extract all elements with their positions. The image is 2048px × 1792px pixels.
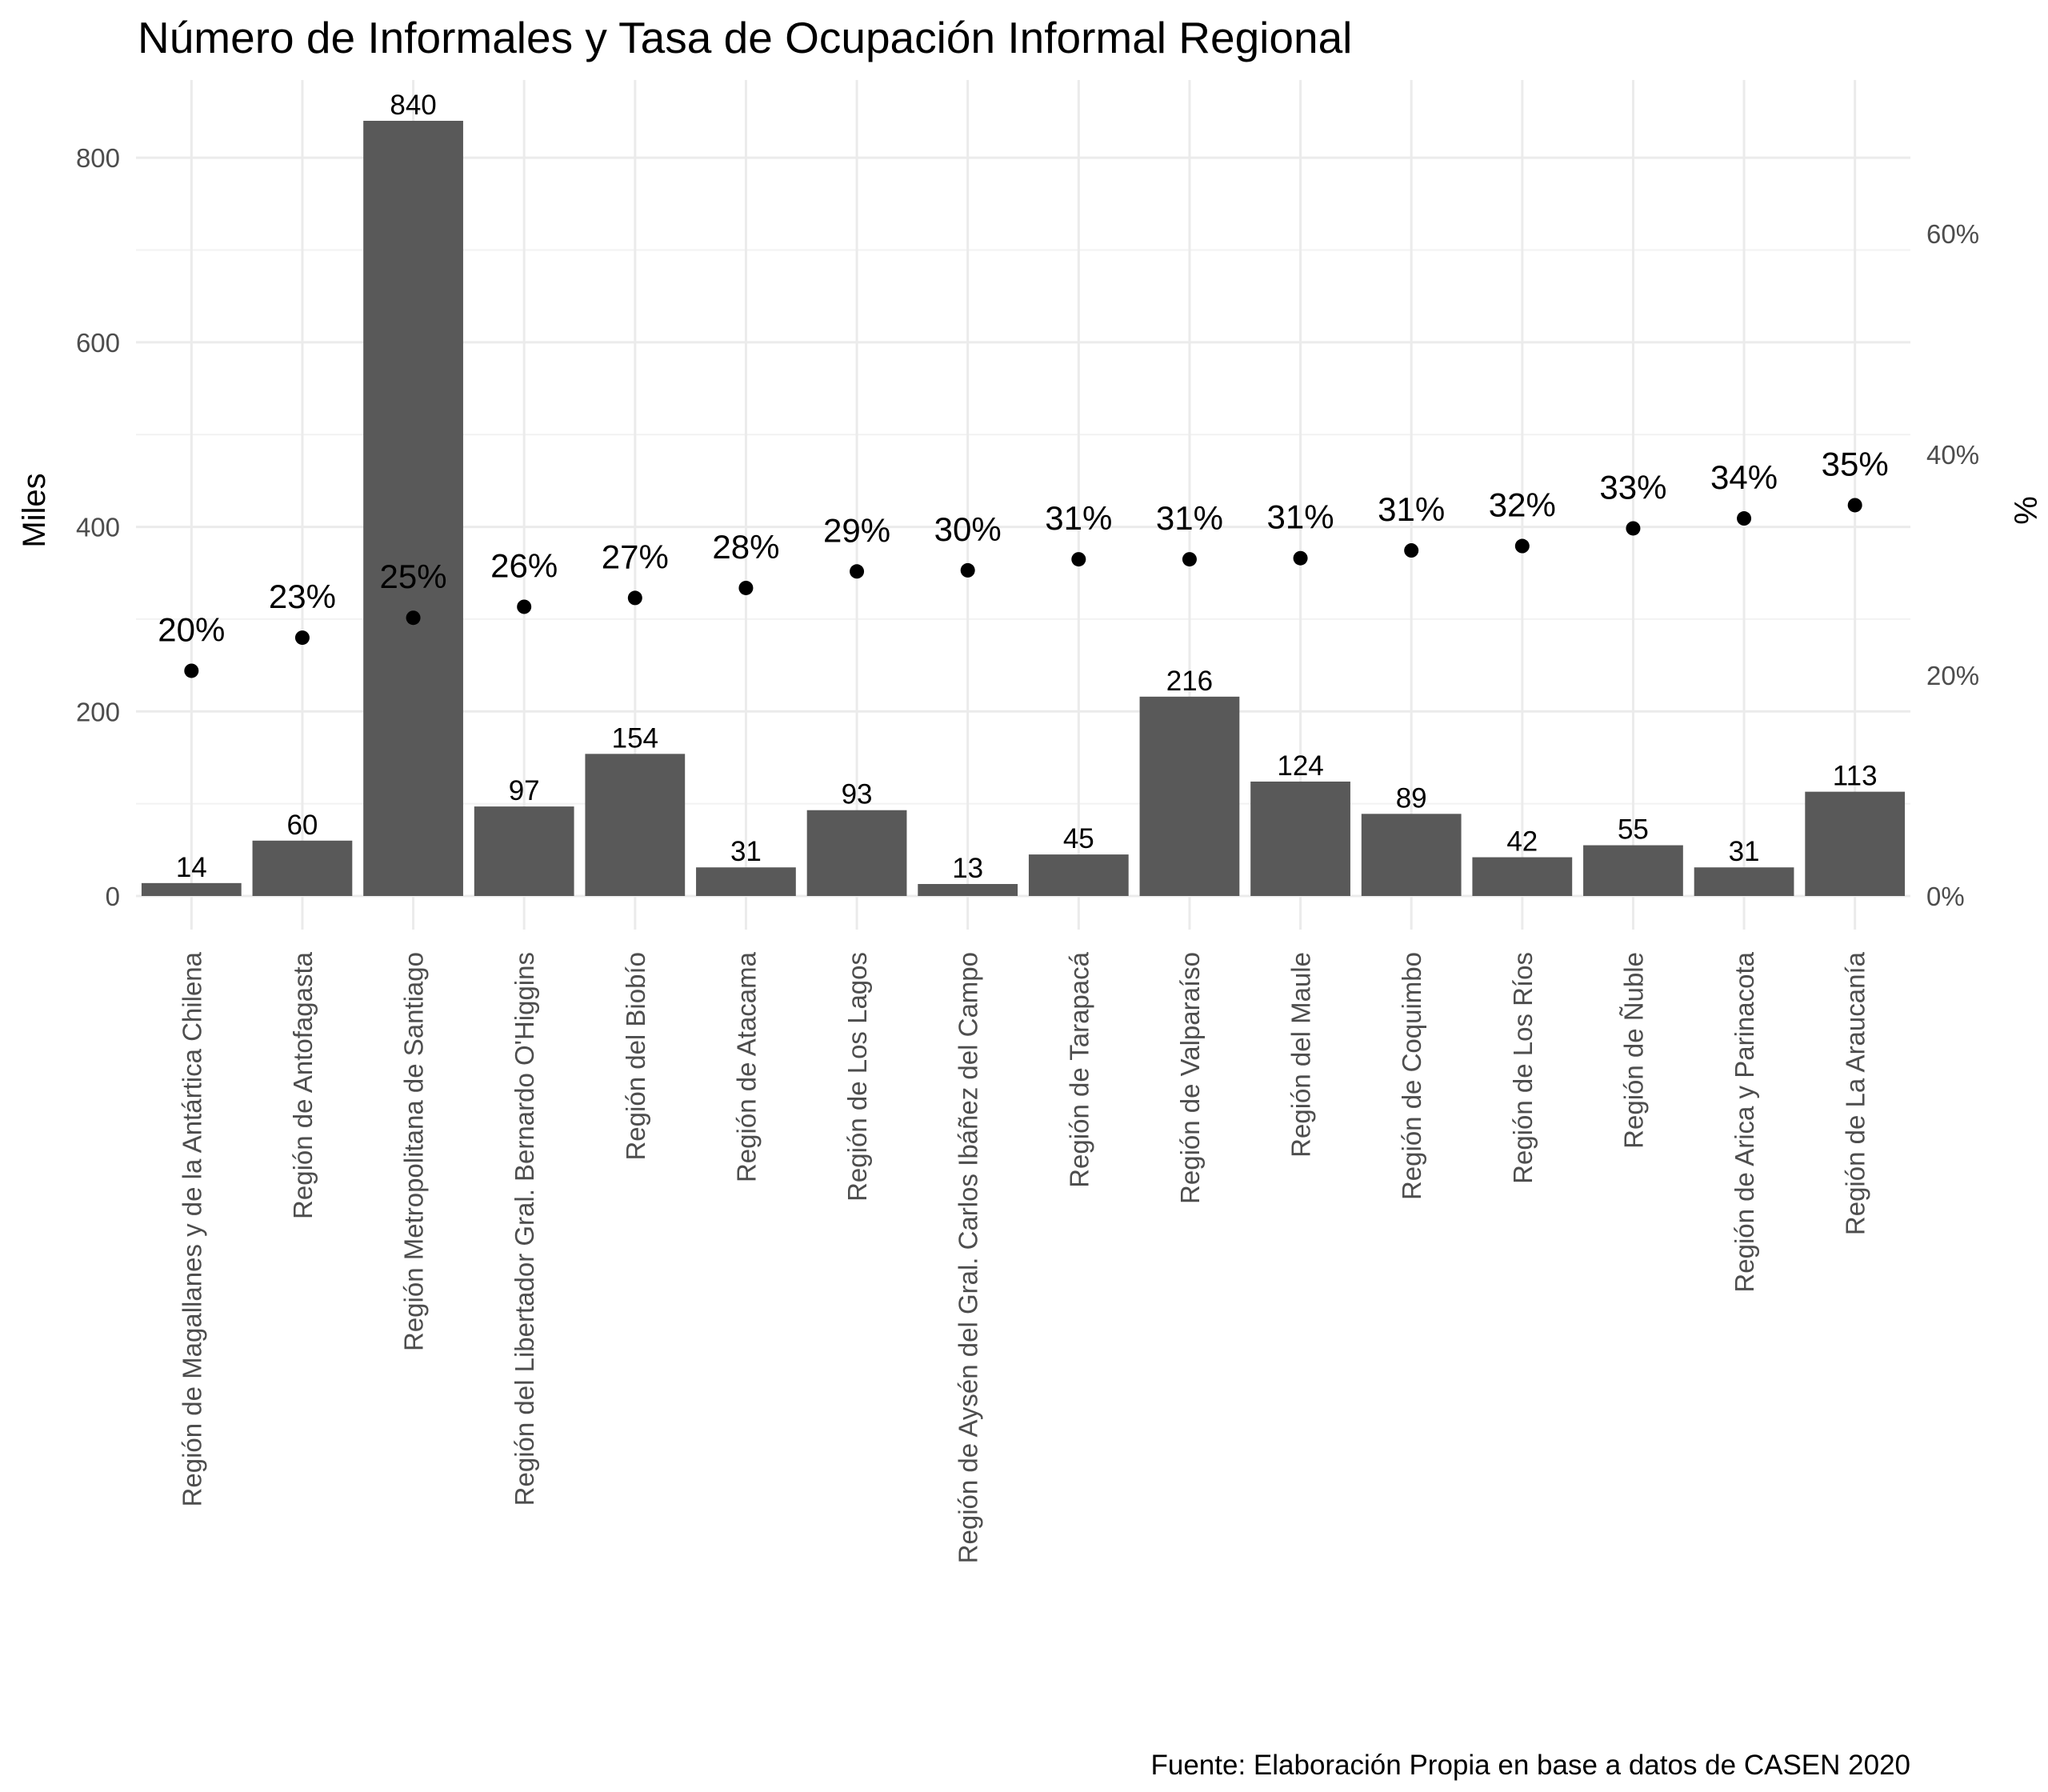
- rate-value-label: 33%: [1599, 468, 1666, 506]
- y2-tick-label: 20%: [1926, 661, 1979, 690]
- bar-value-label: 31: [1729, 836, 1760, 867]
- rate-value-label: 35%: [1822, 445, 1889, 482]
- bar-value-label: 60: [286, 810, 318, 841]
- y-tick-label: 800: [76, 143, 120, 173]
- category-label: Región Metropolitana de Santiago: [399, 952, 429, 1351]
- category-label: Región del Libertador Gral. Bernardo O'H…: [510, 952, 539, 1506]
- bar-value-label: 154: [612, 722, 658, 754]
- rate-value-label: 23%: [269, 578, 336, 615]
- bar-value-label: 14: [176, 852, 207, 883]
- chart-caption: Fuente: Elaboración Propia en base a dat…: [1150, 1750, 1910, 1781]
- bar: [585, 754, 686, 896]
- rate-point: [184, 663, 199, 678]
- y2-tick-label: 40%: [1926, 440, 1979, 470]
- bar-value-label: 31: [730, 836, 762, 867]
- rate-point: [517, 599, 532, 614]
- bar: [474, 806, 574, 896]
- bar-value-label: 97: [509, 775, 540, 806]
- bar: [806, 810, 907, 896]
- bar: [141, 882, 242, 896]
- bar: [1250, 781, 1350, 896]
- rate-point: [1737, 511, 1752, 526]
- y2-tick-label: 0%: [1926, 882, 1965, 911]
- rate-value-label: 31%: [1267, 498, 1334, 536]
- chart-title: Número de Informales y Tasa de Ocupación…: [138, 13, 1352, 62]
- category-label: Región de Los Lagos: [842, 952, 872, 1202]
- point-layer: [184, 498, 1862, 678]
- rate-value-label: 26%: [490, 546, 558, 584]
- rate-point: [1626, 521, 1641, 536]
- bar-layer: [141, 121, 1906, 896]
- rate-point: [1182, 552, 1197, 567]
- category-label: Región de Tarapacá: [1064, 951, 1094, 1187]
- rate-value-label: 29%: [823, 511, 890, 549]
- rate-value-label: 31%: [1156, 499, 1223, 537]
- rate-value-label: 25%: [380, 558, 447, 595]
- category-label: Región del Biobío: [621, 952, 650, 1161]
- rate-point: [294, 630, 310, 646]
- rate-point: [1071, 552, 1086, 567]
- category-label: Región de Atacama: [731, 951, 761, 1182]
- bar-value-label: 840: [390, 90, 436, 121]
- rate-value-label: 34%: [1710, 458, 1778, 496]
- rate-point: [1404, 543, 1419, 558]
- bar: [1694, 867, 1794, 896]
- rate-value-label: 31%: [1045, 499, 1112, 537]
- rate-value-label: 31%: [1378, 490, 1445, 528]
- label-layer: 0 200 400 600 800 0% 20% 40% 60% 14 20% Región de M…: [76, 90, 1979, 1563]
- y-tick-label: 400: [76, 513, 120, 542]
- bar: [1583, 845, 1683, 896]
- rate-point: [406, 610, 421, 626]
- rate-point: [738, 580, 754, 595]
- bar: [363, 121, 463, 896]
- category-label: Región de Valparaíso: [1175, 952, 1205, 1204]
- rate-value-label: 32%: [1489, 486, 1556, 524]
- category-label: Región de Antofagasta: [288, 951, 318, 1219]
- bar-value-label: 89: [1396, 782, 1427, 814]
- bar-value-label: 216: [1166, 666, 1213, 697]
- bar: [1805, 791, 1906, 896]
- category-label: Región de Los Ríos: [1508, 952, 1538, 1184]
- rate-value-label: 27%: [602, 538, 669, 575]
- rate-point: [627, 590, 642, 606]
- category-label: Región de Arica y Parinacota: [1730, 951, 1759, 1292]
- y2-axis-title: %: [2007, 496, 2042, 525]
- bar-value-label: 113: [1833, 761, 1878, 792]
- bar-value-label: 13: [952, 853, 983, 884]
- bar-value-label: 45: [1063, 823, 1094, 854]
- bar-value-label: 55: [1618, 814, 1649, 846]
- y-axis-title: Miles: [17, 473, 52, 547]
- bar-value-label: 42: [1506, 826, 1538, 858]
- category-label: Región de Aysén del Gral. Carlos Ibáñez …: [954, 952, 983, 1563]
- rate-point: [1514, 538, 1530, 554]
- rate-point: [1847, 498, 1862, 513]
- bar: [696, 867, 796, 896]
- category-label: Región de La Araucanía: [1841, 951, 1870, 1235]
- bar: [918, 884, 1018, 896]
- bar-value-label: 124: [1277, 750, 1323, 782]
- rate-point: [960, 562, 975, 578]
- bar: [1472, 857, 1573, 896]
- y-tick-label: 0: [106, 882, 120, 911]
- rate-value-label: 30%: [934, 510, 1002, 548]
- bar: [1028, 854, 1129, 896]
- category-label: Región del Maule: [1286, 952, 1316, 1158]
- bar: [252, 840, 353, 896]
- bar-value-label: 93: [842, 779, 873, 810]
- y2-tick-label: 60%: [1926, 219, 1979, 249]
- rate-value-label: 20%: [158, 610, 225, 648]
- bar: [1361, 814, 1462, 896]
- rate-point: [850, 564, 865, 579]
- category-label: Región de Coquimbo: [1397, 952, 1426, 1200]
- rate-value-label: 28%: [712, 528, 779, 566]
- bar: [1139, 696, 1240, 896]
- category-label: Región de Magallanes y de la Antártica C…: [177, 951, 206, 1506]
- y-tick-label: 200: [76, 697, 120, 726]
- category-label: Región de Ñuble: [1618, 952, 1648, 1149]
- rate-point: [1293, 550, 1308, 566]
- y-tick-label: 600: [76, 328, 120, 358]
